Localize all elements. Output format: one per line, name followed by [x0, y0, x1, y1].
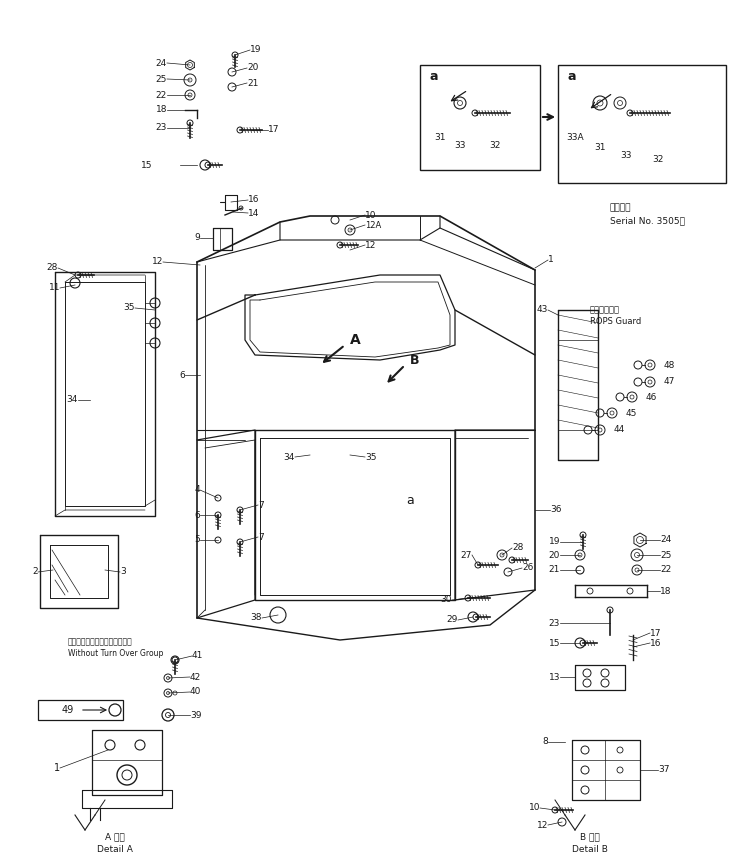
Text: A 詳細: A 詳細: [105, 833, 125, 842]
Text: Without Turn Over Group: Without Turn Over Group: [68, 650, 164, 658]
Text: 22: 22: [155, 91, 167, 99]
Text: 33: 33: [454, 141, 465, 149]
Text: 1: 1: [54, 763, 60, 773]
Text: 9: 9: [194, 233, 200, 243]
Text: 17: 17: [268, 125, 280, 135]
Text: 7: 7: [258, 500, 263, 510]
Text: 12: 12: [365, 240, 377, 250]
Text: 14: 14: [248, 208, 260, 218]
Text: 43: 43: [536, 306, 548, 314]
Text: 10: 10: [365, 211, 377, 219]
Text: 35: 35: [365, 453, 377, 461]
Text: a: a: [568, 71, 576, 84]
Text: 31: 31: [434, 132, 445, 142]
Text: Detail A: Detail A: [97, 844, 133, 854]
Text: 8: 8: [542, 738, 548, 746]
Text: Serial No. 3505～: Serial No. 3505～: [610, 217, 685, 226]
Text: 39: 39: [190, 710, 201, 720]
Bar: [420, 65, 540, 170]
Text: 31: 31: [594, 143, 606, 151]
Text: 2: 2: [33, 568, 38, 576]
Text: 6: 6: [179, 371, 185, 379]
Text: 41: 41: [192, 651, 204, 660]
Text: a: a: [406, 493, 414, 506]
Text: 36: 36: [550, 505, 562, 514]
Text: 49: 49: [62, 705, 74, 715]
Text: 37: 37: [658, 766, 670, 774]
Text: 20: 20: [548, 550, 560, 560]
Text: Detail B: Detail B: [572, 844, 608, 854]
Bar: [558, 65, 726, 183]
Text: 19: 19: [548, 537, 560, 547]
Text: a: a: [430, 71, 439, 84]
Text: 40: 40: [190, 688, 201, 696]
Text: ロプスガード: ロプスガード: [590, 306, 620, 314]
Text: 45: 45: [626, 409, 637, 417]
Text: 35: 35: [124, 303, 135, 313]
Text: ROPS Guard: ROPS Guard: [590, 316, 642, 326]
Text: 26: 26: [522, 563, 534, 573]
Text: 6: 6: [194, 511, 200, 519]
Text: 12A: 12A: [365, 220, 381, 230]
Text: 23: 23: [155, 124, 167, 132]
Text: 15: 15: [141, 161, 152, 169]
Text: 32: 32: [653, 156, 664, 164]
Text: 29: 29: [447, 615, 458, 625]
Text: 5: 5: [194, 536, 200, 544]
Text: 4: 4: [195, 486, 200, 494]
Text: 12: 12: [536, 821, 548, 829]
Text: 3: 3: [120, 568, 126, 576]
Text: 12: 12: [152, 257, 163, 266]
Text: 38: 38: [251, 613, 262, 622]
Text: B 詳細: B 詳細: [580, 833, 600, 842]
Text: 17: 17: [650, 628, 662, 638]
Text: 適用番号: 適用番号: [610, 204, 631, 213]
Text: 11: 11: [49, 283, 60, 293]
Text: 33A: 33A: [566, 132, 584, 142]
Text: 27: 27: [460, 550, 472, 560]
Text: 42: 42: [190, 672, 201, 682]
Text: 1: 1: [548, 256, 554, 264]
Text: 25: 25: [155, 74, 167, 84]
Text: 47: 47: [664, 378, 676, 386]
Text: 34: 34: [67, 396, 78, 404]
Text: 7: 7: [258, 532, 263, 542]
Bar: [38, 700, 123, 720]
Text: 10: 10: [528, 804, 540, 812]
Text: 24: 24: [660, 536, 671, 544]
Text: 32: 32: [489, 141, 501, 149]
Text: 34: 34: [283, 453, 295, 461]
Text: 24: 24: [155, 59, 167, 67]
Text: 28: 28: [512, 543, 523, 552]
Text: 16: 16: [248, 195, 260, 205]
Text: 13: 13: [548, 672, 560, 682]
Text: 25: 25: [660, 550, 671, 560]
Text: 18: 18: [155, 105, 167, 115]
Text: 16: 16: [650, 638, 662, 647]
Text: ターンオーバグループ未装着時: ターンオーバグループ未装着時: [68, 638, 132, 646]
Text: 22: 22: [660, 566, 671, 575]
Text: 30: 30: [440, 595, 452, 605]
Text: 19: 19: [250, 46, 261, 54]
Text: 20: 20: [247, 63, 258, 73]
Text: 48: 48: [664, 360, 676, 370]
Text: 33: 33: [620, 150, 632, 160]
Text: 28: 28: [47, 264, 58, 272]
Text: 44: 44: [614, 425, 625, 435]
Text: 46: 46: [646, 392, 657, 402]
Text: A: A: [349, 333, 360, 347]
Text: 15: 15: [548, 638, 560, 647]
Text: B: B: [410, 353, 420, 366]
Text: 21: 21: [548, 566, 560, 575]
Text: 21: 21: [247, 79, 258, 87]
Text: 18: 18: [660, 587, 671, 595]
Text: 23: 23: [548, 619, 560, 627]
